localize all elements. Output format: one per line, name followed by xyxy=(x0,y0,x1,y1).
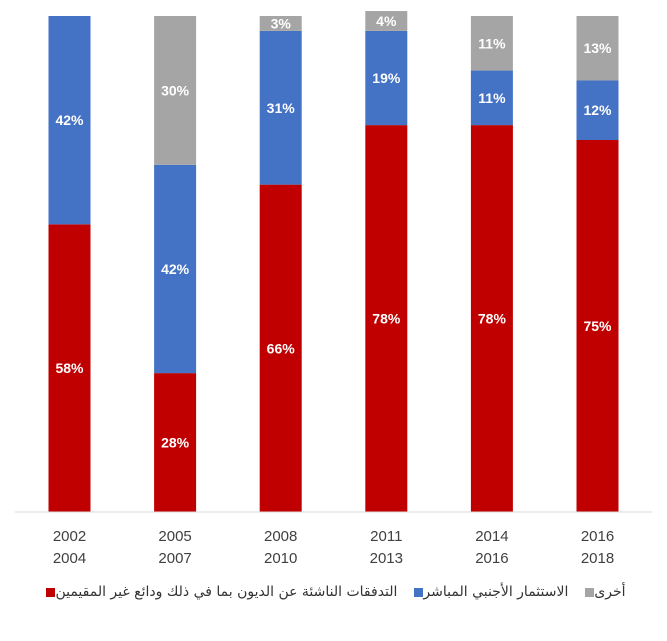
data-label-other-1: 30% xyxy=(161,82,190,98)
data-label-debt-4: 78% xyxy=(478,311,507,327)
x-tick-label-3-0: 2011 xyxy=(370,528,402,545)
bar-debt-2 xyxy=(259,184,302,512)
x-tick-label-4-0: 2014 xyxy=(475,528,508,545)
x-tick-label-1-0: 2005 xyxy=(158,528,191,545)
data-label-fdi-3: 19% xyxy=(372,70,401,86)
bar-fdi-2 xyxy=(259,30,302,185)
bar-other-2 xyxy=(259,16,302,31)
bar-debt-4 xyxy=(470,125,513,513)
bar-fdi-0 xyxy=(48,16,91,225)
legend-item-fdi: الاستثمار الأجنبي المباشر xyxy=(409,584,568,600)
bar-debt-1 xyxy=(154,373,197,512)
bar-other-4 xyxy=(470,16,513,71)
x-tick-label-2-1: 2010 xyxy=(264,550,297,567)
x-tick-label-3-1: 2013 xyxy=(370,550,403,567)
x-tick-label-1-1: 2007 xyxy=(158,550,191,567)
bar-other-1 xyxy=(154,16,197,165)
legend-swatch-other xyxy=(585,587,595,597)
legend-swatch-debt xyxy=(46,587,56,597)
data-label-fdi-4: 11% xyxy=(478,90,506,106)
data-label-debt-3: 78% xyxy=(372,311,401,327)
bars-layer xyxy=(48,11,619,513)
data-label-fdi-0: 42% xyxy=(55,112,84,128)
bar-debt-0 xyxy=(48,224,91,512)
data-label-other-4: 11% xyxy=(478,35,506,51)
bar-fdi-1 xyxy=(154,164,197,374)
bar-debt-5 xyxy=(576,140,619,512)
x-tick-label-0-1: 2004 xyxy=(53,550,86,567)
data-label-debt-0: 58% xyxy=(55,360,84,376)
x-tick-label-2-0: 2008 xyxy=(264,528,297,545)
data-label-fdi-2: 31% xyxy=(267,100,296,116)
data-label-other-2: 3% xyxy=(271,15,292,31)
legend-item-debt: التدفقات الناشئة عن الديون بما في ذلك ود… xyxy=(41,584,397,600)
legend-label-debt: التدفقات الناشئة عن الديون بما في ذلك ود… xyxy=(55,584,398,600)
data-label-other-5: 13% xyxy=(583,40,612,56)
legend: التدفقات الناشئة عن الديون بما في ذلك ود… xyxy=(0,580,667,604)
x-tick-label-4-1: 2016 xyxy=(475,550,508,567)
data-labels-layer: 58% 42% 28% 42% 30% 66% 31% 3% 78% 19% 4% 78% 11% 11%… xyxy=(55,13,612,451)
legend-label-other: أخرى xyxy=(594,584,626,600)
data-label-debt-1: 28% xyxy=(161,435,190,451)
x-tick-label-0-0: 2002 xyxy=(53,528,86,545)
data-label-fdi-5: 12% xyxy=(583,102,612,118)
data-label-fdi-1: 42% xyxy=(161,261,190,277)
data-label-debt-5: 75% xyxy=(583,318,612,334)
data-label-debt-2: 66% xyxy=(267,340,296,356)
legend-swatch-fdi xyxy=(414,587,424,597)
bar-debt-3 xyxy=(365,125,408,513)
bar-other-5 xyxy=(576,16,619,81)
bar-fdi-3 xyxy=(365,30,408,126)
x-tick-labels-layer: 2002 2004 2005 2007 2008 2010 2011 2013 2014 2016… xyxy=(53,528,614,567)
legend-item-other: أخرى xyxy=(580,584,626,600)
x-tick-label-5-1: 2018 xyxy=(581,550,614,567)
legend-label-fdi: الاستثمار الأجنبي المباشر xyxy=(423,584,569,600)
x-tick-label-5-0: 2016 xyxy=(581,528,614,545)
bar-fdi-5 xyxy=(576,80,619,140)
bar-fdi-4 xyxy=(470,70,513,126)
data-label-other-3: 4% xyxy=(376,13,397,29)
bar-other-3 xyxy=(365,11,408,31)
